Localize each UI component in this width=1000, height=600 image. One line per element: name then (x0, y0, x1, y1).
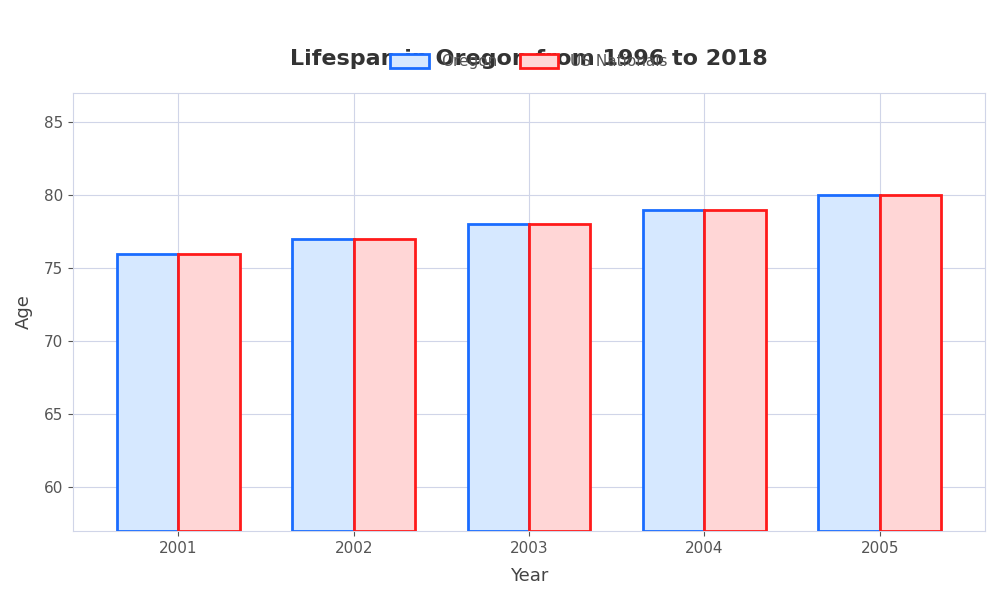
Title: Lifespan in Oregon from 1996 to 2018: Lifespan in Oregon from 1996 to 2018 (290, 49, 768, 69)
Legend: Oregon, US Nationals: Oregon, US Nationals (384, 48, 674, 75)
Bar (643, 209, 704, 531)
Bar (292, 239, 354, 531)
Y-axis label: Age: Age (15, 295, 33, 329)
X-axis label: Year: Year (510, 567, 548, 585)
Bar (117, 254, 178, 531)
Bar (818, 195, 880, 531)
Bar (354, 239, 415, 531)
Bar (529, 224, 590, 531)
Bar (468, 224, 529, 531)
Bar (880, 195, 941, 531)
Bar (178, 254, 240, 531)
Bar (704, 209, 766, 531)
